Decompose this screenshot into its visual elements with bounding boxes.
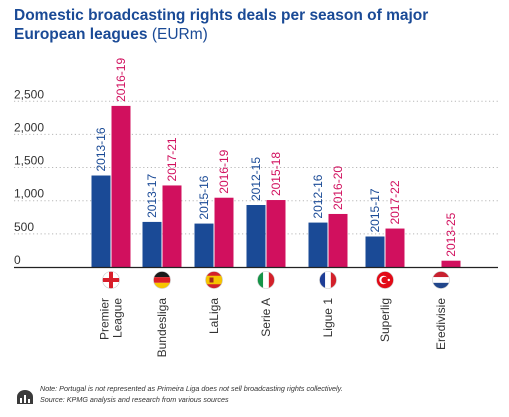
flag-outline (102, 271, 120, 289)
source-note: Source: KPMG analysis and research from … (40, 395, 229, 404)
chart-title: Domestic broadcasting rights deals per s… (14, 6, 494, 44)
bar-label: 2016-19 (114, 58, 128, 102)
category-label: Eredivisie (434, 298, 448, 350)
category-labels: Premier League Bundesliga LaLiga Serie A Ligu… (98, 298, 449, 358)
bar (142, 221, 162, 267)
france-flag-icon (319, 271, 337, 289)
bar-label: 2013-16 (94, 127, 108, 171)
category-label: League (111, 298, 125, 338)
bar (91, 175, 111, 267)
category-label: Superlig (378, 298, 392, 342)
bar (365, 236, 385, 267)
bar (266, 200, 286, 267)
y-tick-label: 0 (14, 253, 21, 267)
y-tick-label: 2,500 (14, 87, 44, 101)
germany-flag-icon (153, 271, 171, 289)
flag-outline (205, 271, 223, 289)
bar-label: 2016-19 (217, 149, 231, 193)
flags (102, 271, 450, 289)
category-label: Bundesliga (155, 298, 169, 358)
bar (194, 223, 214, 267)
bar-label: 2013-17 (145, 174, 159, 218)
bar-label: 2013-25 (444, 212, 458, 256)
bar (162, 185, 182, 267)
category-label: Ligue 1 (321, 298, 335, 338)
bar-label: 2015-17 (368, 188, 382, 232)
spain-flag-icon (205, 271, 223, 289)
bar (214, 197, 234, 267)
y-tick-label: 2,000 (14, 120, 44, 134)
flag-outline (153, 271, 171, 289)
bars (91, 105, 461, 268)
bar-label: 2017-22 (388, 180, 402, 224)
y-tick-label: 500 (14, 220, 34, 234)
category-label: Serie A (259, 298, 273, 337)
chart-title-line2: European leagues (14, 26, 148, 43)
turkey-flag-icon (376, 271, 394, 289)
source-chart-icon (17, 390, 33, 404)
chart-title-line1: Domestic broadcasting rights deals per s… (14, 7, 429, 24)
category-label: Premier (98, 298, 112, 340)
netherlands-flag-icon (432, 271, 450, 289)
category-label: LaLiga (207, 298, 221, 334)
bar (246, 205, 266, 267)
bar-label: 2016-20 (331, 166, 345, 210)
bar (385, 228, 405, 267)
chart-unit: (EURm) (151, 26, 208, 43)
bar-label: 2012-16 (311, 174, 325, 218)
flag-outline (432, 271, 450, 289)
flag-outline (257, 271, 275, 289)
notes: Note: Portugal is not represented as Pri… (40, 383, 500, 405)
y-axis-ticks: 0 500 1,000 1,500 2,000 2,500 (14, 87, 44, 267)
bar-label: 2015-18 (269, 152, 283, 196)
bar-label: 2012-15 (249, 157, 263, 201)
england-flag-icon (102, 271, 120, 289)
bar (441, 260, 461, 267)
bar (111, 105, 131, 268)
bar-labels: 2013-16 2016-19 2013-17 2017-21 2015-16 2016-… (94, 58, 458, 257)
bar-label: 2017-21 (165, 137, 179, 181)
y-tick-label: 1,500 (14, 154, 44, 168)
bar (308, 222, 328, 267)
bar (328, 213, 348, 267)
flag-outline (319, 271, 337, 289)
y-tick-label: 1,000 (14, 187, 44, 201)
flag-outline (376, 271, 394, 289)
footnote: Note: Portugal is not represented as Pri… (40, 384, 343, 393)
bar-label: 2015-16 (197, 175, 211, 219)
italy-flag-icon (257, 271, 275, 289)
